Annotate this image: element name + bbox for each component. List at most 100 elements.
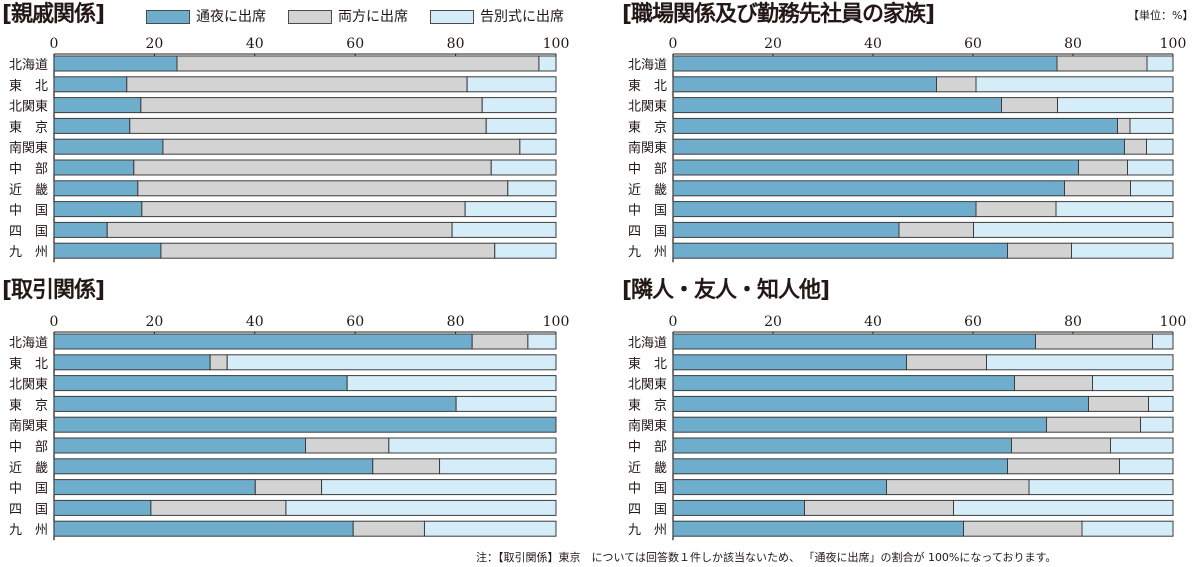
bar-segment-both (1124, 138, 1147, 155)
bar-segment-funeral (388, 437, 557, 454)
bar-segment-both (1014, 375, 1093, 392)
category-label: 中 部 (628, 162, 667, 177)
category-label: 東 北 (9, 78, 48, 94)
category-label: 九 州 (9, 523, 48, 538)
bar-segment-funeral (1127, 159, 1174, 176)
bar-segment-funeral (538, 55, 557, 72)
bar-segment-both (140, 97, 483, 114)
bar-segment-wake (672, 76, 937, 93)
bar-segment-both (1007, 242, 1072, 259)
bar-segment-funeral (451, 221, 557, 238)
x-tick-label: 80 (1064, 314, 1082, 330)
bar-segment-funeral (1028, 479, 1174, 496)
category-label: 東 北 (628, 356, 667, 372)
x-tick-label: 60 (346, 36, 364, 52)
category-label: 九 州 (628, 523, 667, 538)
bar-segment-both (1011, 437, 1111, 454)
bar-segment-both (352, 520, 425, 537)
chart-title-business: [取引関係] (2, 278, 105, 303)
x-tick-label: 40 (246, 314, 264, 330)
x-tick-label: 80 (1064, 36, 1082, 52)
category-label: 東 北 (628, 78, 667, 94)
bar-segment-wake (672, 221, 900, 238)
bar-segment-both (1007, 458, 1120, 475)
category-label: 中 国 (9, 482, 48, 497)
bar-segment-both (1001, 97, 1058, 114)
bar-segment-funeral (346, 375, 557, 392)
bar-segment-both (133, 159, 492, 176)
bar-segment-wake (53, 201, 143, 218)
bar-segment-funeral (226, 354, 557, 371)
category-label: 南関東 (628, 140, 667, 156)
bar-segment-funeral (490, 159, 557, 176)
bar-segment-funeral (953, 499, 1174, 516)
bar-segment-funeral (455, 395, 557, 412)
bar-segment-both (1035, 333, 1153, 350)
bar-segment-wake (53, 221, 108, 238)
x-tick-label: 80 (447, 314, 465, 330)
bar-segment-funeral (1057, 97, 1174, 114)
bar-segment-funeral (1110, 437, 1174, 454)
category-label: 南関東 (9, 140, 48, 156)
x-tick-label: 40 (864, 36, 882, 52)
chart-title-relatives: [親戚関係] (2, 2, 105, 27)
bar-segment-wake (53, 354, 211, 371)
bar-segment-funeral (1140, 416, 1174, 433)
bar-segment-both (1056, 55, 1148, 72)
bar-segment-wake (672, 138, 1125, 155)
bar-segment-wake (53, 242, 162, 259)
bar-segment-funeral (1071, 242, 1174, 259)
bar-segment-wake (672, 97, 1002, 114)
bar-segment-funeral (986, 354, 1174, 371)
category-label: 北関東 (9, 377, 48, 393)
x-tick-label: 0 (50, 36, 59, 52)
category-label: 北関東 (628, 377, 667, 393)
category-label: 北関東 (628, 99, 667, 115)
bar-segment-both (129, 117, 487, 134)
bar-segment-wake (53, 333, 473, 350)
category-label: 中 国 (628, 204, 667, 219)
bar-segment-funeral (423, 520, 557, 537)
bar-segment-funeral (975, 76, 1174, 93)
bar-segment-wake (672, 242, 1008, 259)
bar-segment-wake (53, 499, 152, 516)
bar-segment-both (886, 479, 1030, 496)
bar-segment-funeral (1092, 375, 1174, 392)
x-tick-label: 0 (669, 314, 678, 330)
bar-segment-both (141, 201, 466, 218)
bar-segment-both (209, 354, 228, 371)
bar-segment-wake (53, 180, 139, 197)
category-label: 近 畿 (628, 183, 667, 198)
bar-segment-wake (672, 117, 1118, 134)
bar-segment-both (305, 437, 390, 454)
bar-segment-funeral (1148, 395, 1174, 412)
category-label: 四 国 (628, 224, 667, 239)
bar-segment-funeral (1119, 458, 1174, 475)
bar-segment-both (975, 201, 1057, 218)
bar-segment-wake (672, 479, 887, 496)
bar-segment-wake (672, 201, 977, 218)
bar-segment-both (106, 221, 453, 238)
bar-segment-both (1046, 416, 1141, 433)
bar-segment-funeral (494, 242, 557, 259)
bar-segment-funeral (1055, 201, 1174, 218)
bar-segment-both (906, 354, 987, 371)
x-tick-label: 60 (964, 36, 982, 52)
bar-segment-wake (672, 375, 1015, 392)
bar-segment-wake (672, 55, 1058, 72)
bar-segment-funeral (1152, 333, 1174, 350)
x-tick-label: 0 (50, 314, 59, 330)
category-label: 東 京 (628, 119, 667, 135)
bar-segment-wake (672, 395, 1089, 412)
x-tick-label: 100 (1160, 36, 1187, 52)
category-label: 中 国 (9, 204, 48, 219)
legend-swatch-funeral (430, 10, 474, 24)
bar-segment-both (898, 221, 974, 238)
legend-label-wake: 通夜に出席 (196, 9, 266, 25)
bar-segment-wake (53, 395, 457, 412)
bar-segment-both (804, 499, 954, 516)
category-label: 北海道 (628, 58, 667, 73)
category-label: 九 州 (628, 245, 667, 260)
